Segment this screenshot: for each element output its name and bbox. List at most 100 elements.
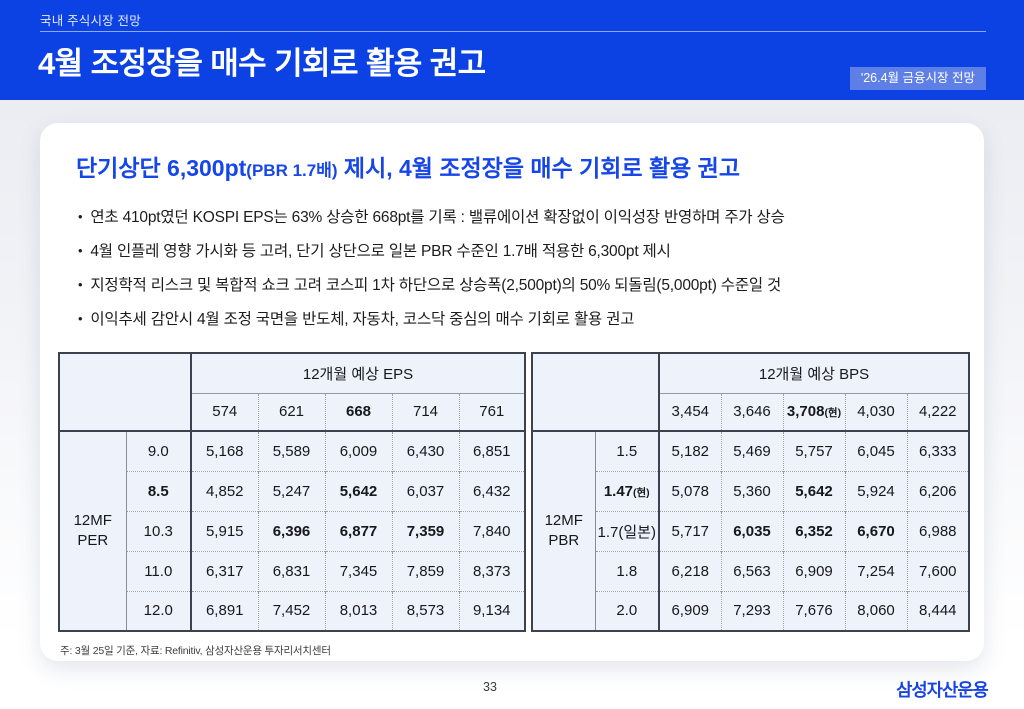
table-cell: 6,891	[190, 590, 258, 631]
row-group-label: 12MF PER	[59, 431, 127, 631]
table-cell: 8,013	[324, 590, 392, 631]
heading-paren: (PBR 1.7배)	[246, 161, 338, 180]
row-group-label: 12MF PBR	[532, 431, 596, 631]
row-header-cell: 1.5	[595, 430, 660, 471]
table-cell: 5,924	[844, 470, 907, 511]
row-header-cell: 10.3	[126, 510, 192, 551]
table-cell: 5,915	[190, 510, 258, 551]
table-cell: 5,469	[720, 430, 783, 471]
column-header-cell: 714	[391, 393, 459, 432]
column-header-cell: 3,708(현)	[782, 393, 845, 432]
table-cell: 8,373	[458, 550, 525, 591]
table-cell: 6,045	[844, 430, 907, 471]
cell-suffix: (현)	[633, 486, 650, 499]
column-header-cell: 3,454	[658, 393, 721, 432]
bullet-list: 연초 410pt였던 KOSPI EPS는 63% 상승한 668pt를 기록 …	[78, 195, 785, 331]
table-cell: 6,009	[324, 430, 392, 471]
table-cell: 4,852	[190, 470, 258, 511]
table-corner-cell	[59, 353, 192, 432]
table-cell: 5,757	[782, 430, 845, 471]
table-cell: 6,035	[720, 510, 783, 551]
table-cell: 7,840	[458, 510, 525, 551]
table-cell: 6,352	[782, 510, 845, 551]
row-header-cell: 8.5	[126, 470, 192, 511]
company-logo: 삼성자산운용	[896, 680, 989, 700]
table-cell: 6,563	[720, 550, 783, 591]
row-header-cell: 2.0	[595, 590, 660, 631]
cell-suffix: (현)	[824, 407, 842, 420]
table-group-header: 12개월 예상 EPS	[191, 353, 525, 394]
table-cell: 6,396	[257, 510, 325, 551]
table-cell: 6,877	[324, 510, 392, 551]
column-header-cell: 668	[324, 393, 392, 432]
table-cell: 5,360	[720, 470, 783, 511]
table-cell: 6,037	[391, 470, 459, 511]
row-header-cell: 11.0	[126, 550, 192, 591]
table-cell: 7,345	[324, 550, 392, 591]
column-header-cell: 3,646	[720, 393, 783, 432]
table-cell: 7,676	[782, 590, 845, 631]
table-cell: 8,060	[844, 590, 907, 631]
table-cell: 7,600	[906, 550, 969, 591]
table-cell: 7,859	[391, 550, 459, 591]
row-header-cell: 9.0	[126, 430, 192, 471]
table-cell: 9,134	[458, 590, 525, 631]
table-cell: 5,168	[190, 430, 258, 471]
table-cell: 7,293	[720, 590, 783, 631]
source-note: 주: 3월 25일 기준, 자료: Refinitiv, 삼성자산운용 투자리서…	[60, 645, 331, 657]
bullet-item: 이익추세 감안시 4월 조정 국면을 반도체, 자동차, 코스닥 중심의 매수 …	[78, 309, 785, 331]
eps-per-table-container: 12개월 예상 EPS 574 621 668 714 761 12MF PER 9.0 5,16…	[58, 352, 526, 632]
table-cell: 6,988	[906, 510, 969, 551]
table-cell: 5,589	[257, 430, 325, 471]
report-badge: '26.4월 금융시장 전망	[849, 67, 986, 90]
table-corner-cell	[532, 353, 660, 432]
bullet-item: 지정학적 리스크 및 복합적 쇼크 고려 코스피 1차 하단으로 상승폭(2,5…	[78, 275, 785, 297]
table-cell: 5,642	[782, 470, 845, 511]
bullet-item: 연초 410pt였던 KOSPI EPS는 63% 상승한 668pt를 기록 …	[78, 207, 785, 229]
table-group-header: 12개월 예상 BPS	[659, 353, 969, 394]
table-cell: 8,573	[391, 590, 459, 631]
table-cell: 6,670	[844, 510, 907, 551]
row-header-cell: 1.8	[595, 550, 660, 591]
table-cell: 6,831	[257, 550, 325, 591]
slide-header: 국내 주식시장 전망 4월 조정장을 매수 기회로 활용 권고 '26.4월 금…	[0, 0, 1024, 100]
table-cell: 6,432	[458, 470, 525, 511]
table-cell: 7,359	[391, 510, 459, 551]
slide-title: 4월 조정장을 매수 기회로 활용 권고	[38, 46, 486, 81]
bps-table: 12개월 예상 BPS 3,454 3,646 3,708(현) 4,030 4,222 1…	[531, 352, 970, 632]
column-header-cell: 4,030	[844, 393, 907, 432]
page-number: 33	[483, 680, 497, 694]
table-cell: 6,909	[658, 590, 721, 631]
table-cell: 6,430	[391, 430, 459, 471]
table-cell: 7,452	[257, 590, 325, 631]
table-cell: 6,909	[782, 550, 845, 591]
bullet-item: 4월 인플레 영향 가시화 등 고려, 단기 상단으로 일본 PBR 수준인 1…	[78, 241, 785, 263]
card-heading: 단기상단 6,300pt(PBR 1.7배) 제시, 4월 조정장을 매수 기회…	[76, 149, 740, 183]
table-cell: 6,333	[906, 430, 969, 471]
column-header-cell: 574	[190, 393, 258, 432]
sensitivity-tables: 12개월 예상 EPS 574 621 668 714 761 12MF PER 9.0 5,16…	[58, 352, 970, 632]
content-card: 단기상단 6,300pt(PBR 1.7배) 제시, 4월 조정장을 매수 기회…	[40, 123, 984, 661]
table-cell: 6,206	[906, 470, 969, 511]
column-header-cell: 4,222	[906, 393, 969, 432]
table-cell: 5,717	[658, 510, 721, 551]
row-header-cell: 1.7(일본)	[595, 510, 660, 551]
table-cell: 8,444	[906, 590, 969, 631]
table-cell: 6,851	[458, 430, 525, 471]
bps-pbr-table-container: 12개월 예상 BPS 3,454 3,646 3,708(현) 4,030 4,222 1…	[531, 352, 970, 632]
column-header-cell: 761	[458, 393, 525, 432]
row-header-cell: 1.47(현)	[595, 470, 660, 511]
heading-main: 단기상단 6,300pt	[76, 155, 247, 181]
table-cell: 5,078	[658, 470, 721, 511]
heading-rest: 제시, 4월 조정장을 매수 기회로 활용 권고	[337, 155, 740, 181]
table-cell: 7,254	[844, 550, 907, 591]
row-header-cell: 12.0	[126, 590, 192, 631]
table-cell: 6,218	[658, 550, 721, 591]
table-cell: 5,182	[658, 430, 721, 471]
section-eyebrow: 국내 주식시장 전망	[40, 14, 141, 28]
table-cell: 5,642	[324, 470, 392, 511]
eps-table: 12개월 예상 EPS 574 621 668 714 761 12MF PER 9.0 5,16…	[58, 352, 526, 632]
table-cell: 5,247	[257, 470, 325, 511]
column-header-cell: 621	[257, 393, 325, 432]
header-divider	[40, 31, 986, 32]
